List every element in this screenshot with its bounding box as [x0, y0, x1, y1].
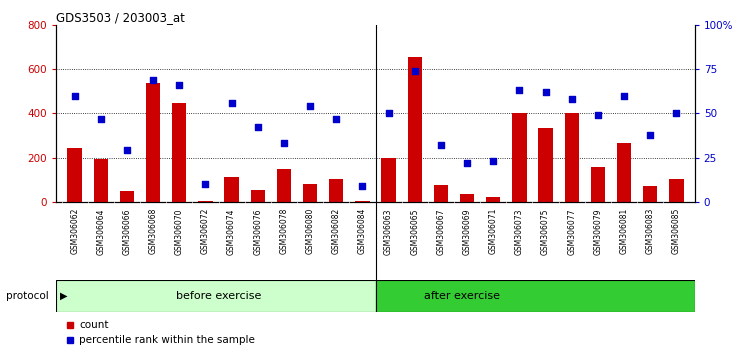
Text: GSM306062: GSM306062 — [70, 208, 79, 255]
Point — [618, 93, 630, 98]
Point — [357, 183, 369, 189]
Text: before exercise: before exercise — [176, 291, 261, 301]
Bar — [303, 184, 317, 202]
Bar — [172, 103, 186, 202]
Point — [566, 96, 578, 102]
Bar — [198, 201, 213, 202]
Point — [225, 100, 237, 105]
Legend: count, percentile rank within the sample: count, percentile rank within the sample — [62, 316, 259, 349]
Text: GSM306067: GSM306067 — [436, 208, 445, 255]
Bar — [486, 198, 500, 202]
Text: GDS3503 / 203003_at: GDS3503 / 203003_at — [56, 11, 185, 24]
Point — [147, 77, 159, 82]
Point — [382, 110, 394, 116]
Text: GSM306079: GSM306079 — [593, 208, 602, 255]
Point — [95, 116, 107, 121]
Text: after exercise: after exercise — [424, 291, 500, 301]
Text: GSM306069: GSM306069 — [463, 208, 472, 255]
Text: GSM306081: GSM306081 — [620, 208, 629, 254]
Text: ▶: ▶ — [60, 291, 68, 301]
Point — [435, 142, 447, 148]
Text: GSM306077: GSM306077 — [567, 208, 576, 255]
Text: GSM306072: GSM306072 — [201, 208, 210, 255]
Bar — [591, 167, 605, 202]
Point — [68, 93, 80, 98]
Point — [200, 181, 212, 187]
Point — [514, 87, 526, 93]
Bar — [460, 194, 475, 202]
Bar — [94, 159, 108, 202]
Text: GSM306074: GSM306074 — [227, 208, 236, 255]
Text: GSM306073: GSM306073 — [515, 208, 524, 255]
Bar — [512, 113, 526, 202]
Point — [644, 132, 656, 137]
Bar — [68, 148, 82, 202]
Bar — [251, 190, 265, 202]
Text: GSM306075: GSM306075 — [541, 208, 550, 255]
Bar — [276, 169, 291, 202]
Text: GSM306084: GSM306084 — [358, 208, 367, 255]
Bar — [376, 280, 695, 312]
Bar — [146, 84, 160, 202]
Bar — [119, 191, 134, 202]
Point — [278, 141, 290, 146]
Text: GSM306064: GSM306064 — [96, 208, 105, 255]
Text: protocol: protocol — [6, 291, 49, 301]
Text: GSM306070: GSM306070 — [175, 208, 184, 255]
Point — [592, 112, 604, 118]
Bar — [617, 143, 632, 202]
Bar — [382, 158, 396, 202]
Text: GSM306082: GSM306082 — [332, 208, 341, 254]
Point — [173, 82, 185, 88]
Bar — [355, 201, 369, 202]
Text: GSM306063: GSM306063 — [384, 208, 393, 255]
Point — [671, 110, 683, 116]
Text: GSM306068: GSM306068 — [149, 208, 158, 255]
Bar — [538, 128, 553, 202]
Bar — [56, 280, 376, 312]
Point — [330, 116, 342, 121]
Point — [252, 125, 264, 130]
Point — [304, 103, 316, 109]
Bar — [565, 113, 579, 202]
Bar — [329, 178, 343, 202]
Bar — [669, 178, 683, 202]
Bar — [434, 185, 448, 202]
Point — [409, 68, 421, 74]
Point — [487, 158, 499, 164]
Point — [121, 148, 133, 153]
Text: GSM306076: GSM306076 — [253, 208, 262, 255]
Text: GSM306083: GSM306083 — [646, 208, 655, 255]
Bar — [225, 177, 239, 202]
Text: GSM306071: GSM306071 — [489, 208, 498, 255]
Bar — [408, 57, 422, 202]
Point — [539, 89, 551, 95]
Text: GSM306080: GSM306080 — [306, 208, 315, 255]
Text: GSM306085: GSM306085 — [672, 208, 681, 255]
Text: GSM306078: GSM306078 — [279, 208, 288, 255]
Bar — [643, 186, 657, 202]
Text: GSM306066: GSM306066 — [122, 208, 131, 255]
Point — [461, 160, 473, 166]
Text: GSM306065: GSM306065 — [410, 208, 419, 255]
